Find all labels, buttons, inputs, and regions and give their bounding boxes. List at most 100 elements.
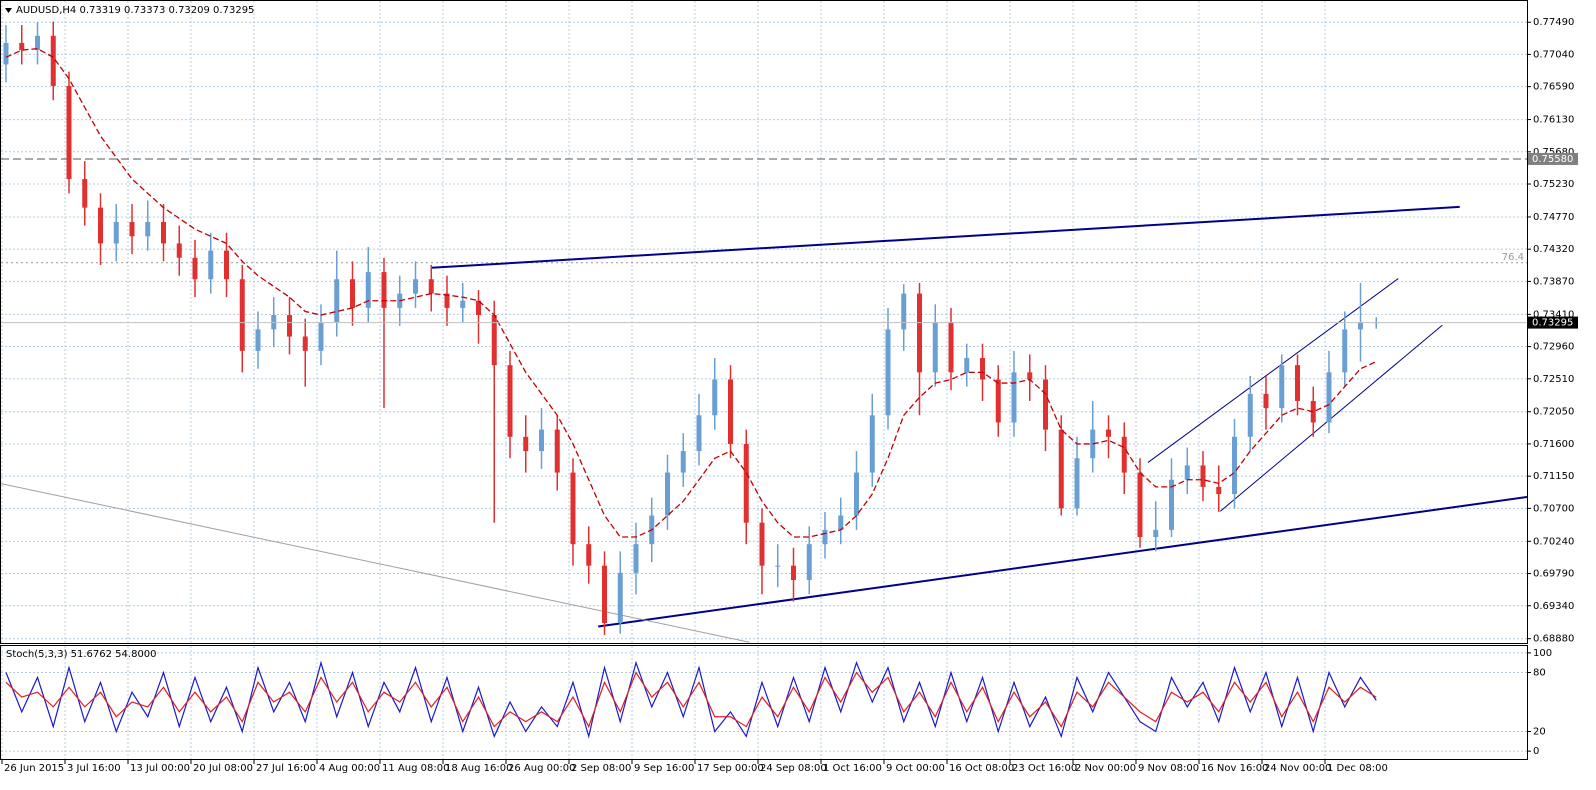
candle-body: [995, 379, 1001, 423]
level-label-box: [1528, 152, 1578, 165]
x-tick-label: 24 Sep 08:00: [760, 763, 827, 774]
stoch-frame: [0, 645, 1528, 760]
candle-body: [35, 35, 40, 51]
candle-body: [428, 279, 434, 294]
level-label: 76.4: [1502, 252, 1524, 263]
candle-body: [1263, 393, 1269, 409]
candle-body: [602, 565, 607, 623]
candle-body: [507, 365, 513, 437]
price-frame: [0, 0, 1528, 644]
candle-body: [932, 322, 938, 373]
axis-layer: 0.77490 0.77040 0.76590 0.76130 0.75680 0.752…: [1, 17, 1578, 774]
candle-body: [255, 329, 261, 351]
candle-body: [129, 221, 135, 237]
candle-body: [19, 42, 25, 51]
x-tick-label: 1 Oct 16:00: [823, 763, 882, 774]
candle-body: [743, 443, 749, 523]
candle-body: [1027, 372, 1033, 380]
candle-body: [665, 472, 670, 516]
candle-body: [854, 472, 859, 516]
x-tick-label: 13 Jul 00:00: [130, 763, 190, 774]
y-tick-label: 0.74770: [1533, 212, 1574, 223]
price-panel: 76.4: [1, 21, 1527, 643]
candle-body: [1295, 365, 1300, 401]
candle-body: [728, 379, 733, 444]
candle-body: [302, 336, 308, 351]
candle-body: [539, 429, 544, 452]
candle-body: [570, 472, 576, 545]
candle-body: [696, 415, 702, 452]
trendline: [598, 495, 1527, 628]
x-tick-label: 26 Jun 2015: [4, 763, 64, 774]
candle-body: [476, 300, 481, 316]
y-tick-label: 0.73870: [1533, 276, 1574, 287]
candle-body: [1247, 393, 1253, 437]
x-tick-label: 17 Sep 00:00: [697, 763, 764, 774]
candle-body: [491, 315, 497, 366]
candle-body: [1169, 479, 1174, 530]
candle-body: [838, 515, 844, 530]
y-tick-label: 0: [1533, 746, 1539, 757]
stoch-panel: [5, 660, 1377, 739]
candle-body: [1216, 486, 1222, 495]
level-label: 0.75580: [1532, 154, 1573, 165]
candle-body: [460, 300, 466, 308]
y-tick-label: 100: [1533, 648, 1552, 659]
candle-body: [145, 221, 151, 237]
candle-body: [1358, 322, 1363, 330]
x-tick-label: 27 Jul 16:00: [256, 763, 316, 774]
y-tick-label: 0.70700: [1533, 503, 1574, 514]
x-tick-label: 26 Aug 00:00: [508, 763, 575, 774]
chart-title: AUDUSD,H4 0.73319 0.73373 0.73209 0.7329…: [16, 5, 254, 16]
y-tick-label: 0.75230: [1533, 179, 1574, 190]
candle-body: [1342, 329, 1348, 373]
y-tick-label: 0.68880: [1533, 634, 1574, 645]
x-tick-label: 3 Jul 16:00: [67, 763, 121, 774]
candle-body: [318, 322, 324, 351]
x-tick-label: 20 Jul 08:00: [193, 763, 253, 774]
moving-average: [5, 48, 1377, 538]
indicator-title: Stoch(5,3,3) 51.6762 54.8000: [6, 649, 157, 660]
candle-body: [1200, 465, 1206, 487]
candle-body: [885, 329, 891, 416]
candle-body: [98, 207, 103, 244]
y-tick-label: 0.69790: [1533, 569, 1574, 580]
candle-body: [791, 565, 796, 580]
x-tick-label: 1 Dec 08:00: [1327, 763, 1388, 774]
trendline: [431, 205, 1460, 269]
y-tick-label: 0.77040: [1533, 49, 1574, 60]
y-tick-label: 80: [1533, 668, 1546, 679]
y-tick-label: 0.76130: [1533, 115, 1574, 126]
candle-body: [1043, 379, 1048, 430]
y-tick-label: 0.72510: [1533, 374, 1574, 385]
y-tick-label: 0.75680: [1533, 147, 1574, 158]
candle-body: [365, 272, 371, 308]
candle-body: [113, 221, 119, 244]
y-tick-label: 0.70240: [1533, 536, 1574, 547]
bid-label-box: [1528, 316, 1578, 329]
candle-body: [350, 279, 355, 308]
candle-body: [176, 243, 182, 258]
bid-label: 0.73295: [1532, 318, 1573, 329]
candle-body: [586, 544, 592, 566]
candle-body: [523, 436, 529, 452]
candle-body: [822, 529, 828, 545]
candle-body: [1153, 529, 1159, 538]
candle-body: [1326, 372, 1332, 423]
candle-body: [224, 250, 229, 280]
candle-body: [1058, 429, 1064, 509]
y-tick-label: 0.77490: [1533, 17, 1574, 28]
y-tick-label: 0.72050: [1533, 407, 1574, 418]
x-tick-label: 2 Sep 08:00: [571, 763, 631, 774]
trendline: [1147, 278, 1399, 463]
candle-body: [964, 358, 970, 373]
x-tick-label: 16 Oct 08:00: [949, 763, 1014, 774]
candle-body: [1121, 436, 1127, 473]
candle-body: [413, 279, 418, 294]
candle-body: [1184, 465, 1190, 480]
candle-body: [1011, 372, 1017, 423]
x-tick-label: 9 Sep 16:00: [634, 763, 694, 774]
candle-body: [759, 522, 765, 566]
